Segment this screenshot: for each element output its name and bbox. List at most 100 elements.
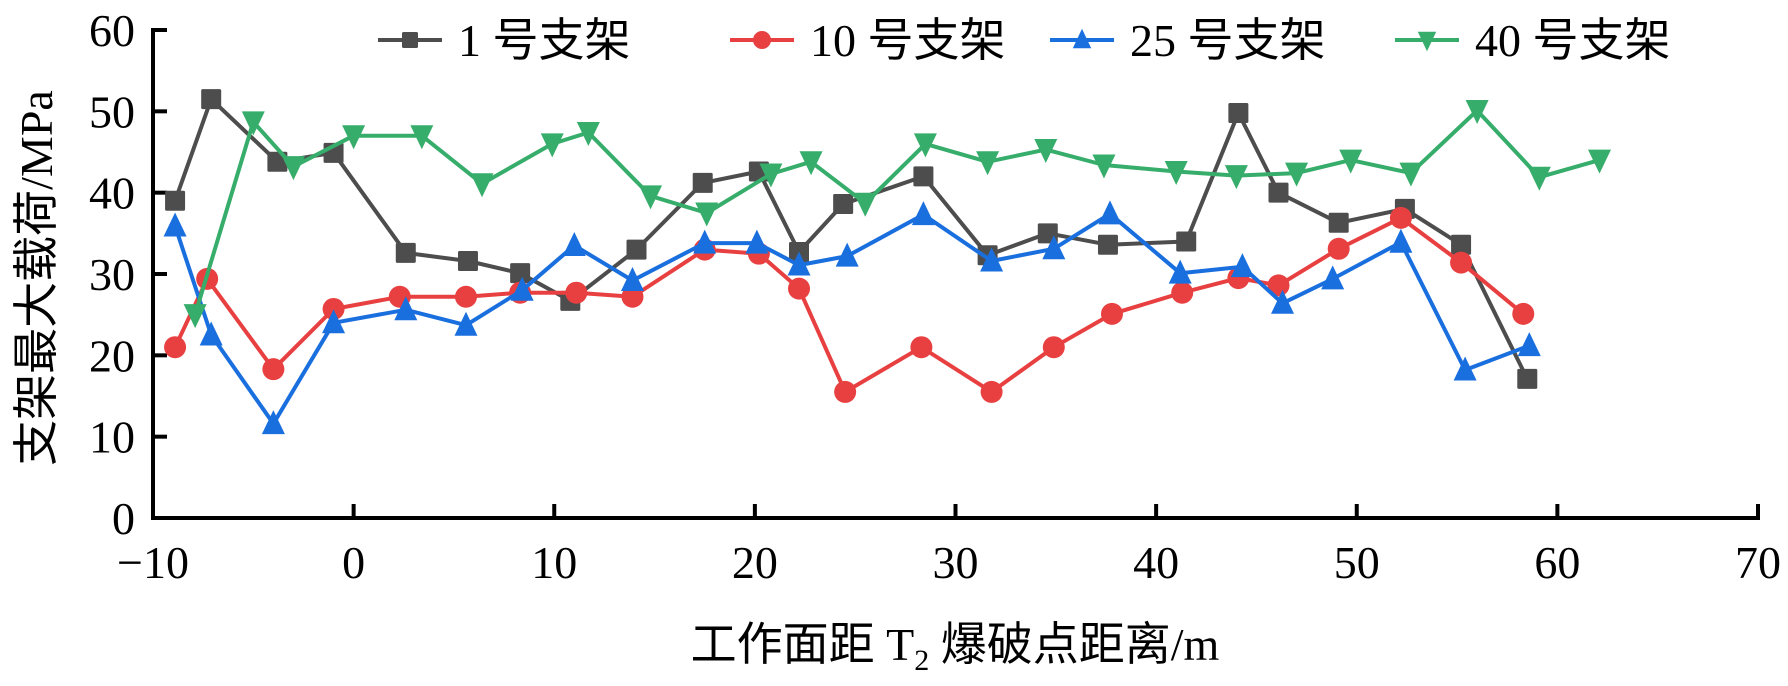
- triangle-down-marker: [976, 151, 1000, 176]
- triangle-up-marker: [394, 296, 418, 321]
- square-marker: [395, 242, 416, 263]
- x-tick-label: 20: [732, 537, 778, 588]
- square-marker: [402, 32, 418, 48]
- triangle-down-marker: [576, 121, 600, 146]
- triangle-down-marker: [1339, 149, 1363, 174]
- square-marker: [1268, 182, 1289, 203]
- square-marker: [165, 190, 186, 211]
- square-marker: [1228, 102, 1249, 123]
- y-tick-label: 60: [89, 5, 135, 56]
- triangle-up-marker: [745, 229, 769, 254]
- legend-item-3: 25 号支架: [1050, 15, 1326, 66]
- legend-label: 10 号支架: [810, 15, 1006, 66]
- circle-marker: [1327, 237, 1350, 260]
- x-tick-label: 60: [1534, 537, 1580, 588]
- series-line: [173, 97, 1530, 380]
- triangle-up-marker: [261, 410, 285, 435]
- triangle-up-marker: [199, 321, 223, 346]
- series-3: [163, 200, 1541, 435]
- triangle-down-marker: [241, 111, 265, 136]
- triangle-up-marker: [1230, 253, 1254, 278]
- circle-marker: [565, 281, 588, 304]
- circle-marker: [834, 380, 857, 403]
- triangle-down-marker: [470, 173, 494, 198]
- series-line: [173, 211, 1531, 426]
- triangle-up-marker: [322, 309, 346, 334]
- circle-marker: [262, 358, 285, 381]
- triangle-down-marker: [913, 133, 937, 158]
- triangle-down-marker: [183, 304, 207, 329]
- triangle-up-marker: [835, 242, 859, 267]
- circle-marker: [1389, 206, 1412, 229]
- circle-marker: [1171, 281, 1194, 304]
- series-line: [173, 215, 1525, 394]
- square-marker: [1328, 212, 1349, 233]
- triangle-up-marker: [980, 247, 1004, 272]
- triangle-down-marker: [1164, 161, 1188, 186]
- legend-item-2: 10 号支架: [730, 15, 1006, 66]
- x-tick-label: 40: [1133, 537, 1179, 588]
- square-marker: [510, 263, 531, 284]
- triangle-up-marker: [1168, 259, 1192, 284]
- x-tick-label: −10: [117, 537, 189, 588]
- circle-marker: [621, 285, 644, 308]
- triangle-down-marker: [1465, 100, 1489, 125]
- circle-marker: [1267, 274, 1290, 297]
- triangle-up-marker: [1271, 289, 1295, 314]
- legend-label: 40 号支架: [1475, 15, 1671, 66]
- triangle-down-marker: [1285, 162, 1309, 187]
- plot-area: [163, 89, 1612, 435]
- triangle-down-marker: [799, 151, 823, 176]
- triangle-up-marker: [163, 212, 187, 237]
- triangle-down-marker: [759, 163, 783, 188]
- triangle-up-marker: [1098, 200, 1122, 225]
- circle-marker: [1512, 302, 1535, 325]
- square-marker: [626, 239, 647, 260]
- triangle-up-marker: [454, 311, 478, 336]
- x-tick-label: 50: [1334, 537, 1380, 588]
- triangle-down-marker: [695, 202, 719, 227]
- triangle-down-marker: [540, 133, 564, 158]
- triangle-up-marker: [1042, 235, 1066, 260]
- circle-marker: [164, 336, 187, 359]
- triangle-down-marker: [342, 125, 366, 150]
- triangle-down-marker: [639, 185, 663, 210]
- triangle-down-marker: [1588, 149, 1612, 174]
- square-marker: [1451, 234, 1472, 255]
- y-tick-label: 40: [89, 168, 135, 219]
- circle-marker: [322, 297, 345, 320]
- x-axis-title: 工作面距 T2 爆破点距离/m: [691, 619, 1220, 677]
- square-marker: [457, 250, 478, 271]
- circle-marker: [1042, 336, 1065, 359]
- triangle-up-marker: [911, 201, 935, 226]
- triangle-up-marker: [620, 267, 644, 292]
- y-tick-label: 30: [89, 249, 135, 300]
- triangle-down-marker: [281, 156, 305, 181]
- square-marker: [913, 166, 934, 187]
- x-tick-label: 0: [342, 537, 365, 588]
- triangle-down-marker: [1527, 166, 1551, 191]
- triangle-up-marker: [1321, 265, 1345, 290]
- triangle-down-marker: [1224, 165, 1248, 190]
- legend: 1 号支架 10 号支架 25 号支架 40 号支架: [378, 15, 1671, 66]
- triangle-down-marker: [853, 192, 877, 217]
- triangle-up-marker: [787, 251, 811, 276]
- triangle-up-marker: [510, 276, 534, 301]
- x-tick-label: 10: [531, 537, 577, 588]
- circle-marker: [788, 277, 811, 300]
- series-2: [164, 206, 1535, 403]
- x-tick-label: 70: [1735, 537, 1781, 588]
- square-marker: [1517, 368, 1538, 389]
- triangle-down-marker: [1034, 139, 1058, 164]
- circle-marker: [1100, 302, 1123, 325]
- square-marker: [1097, 234, 1118, 255]
- y-tick-label: 0: [112, 493, 135, 544]
- legend-label: 25 号支架: [1130, 15, 1326, 66]
- triangle-up-marker: [693, 229, 717, 254]
- x-tick-label: 30: [933, 537, 979, 588]
- triangle-up-marker: [1389, 228, 1413, 253]
- circle-marker: [454, 285, 477, 308]
- square-marker: [692, 172, 713, 193]
